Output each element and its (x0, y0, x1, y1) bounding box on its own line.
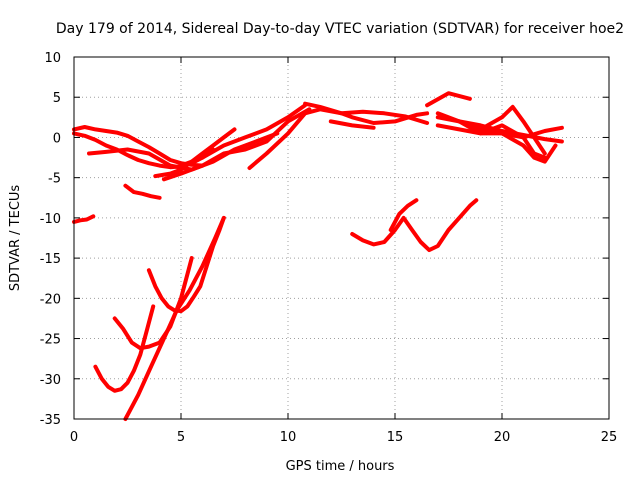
x-tick-label: 15 (387, 430, 404, 445)
y-tick-label: -5 (48, 172, 61, 187)
series-arc-22 (350, 198, 479, 253)
series-arc-10 (303, 101, 430, 125)
series-arc-18 (93, 304, 156, 393)
series-arc-12 (425, 91, 472, 108)
y-tick-label: -30 (40, 373, 61, 388)
x-tick-label: 20 (494, 430, 511, 445)
y-tick-label: -15 (40, 252, 61, 267)
series-arc-11 (328, 119, 376, 130)
series-arc-08 (179, 103, 308, 168)
series-arc-23 (388, 198, 419, 232)
series-group (72, 91, 564, 421)
y-tick-label: 10 (44, 51, 61, 66)
series-arc-07 (161, 107, 312, 182)
x-tick-label: 10 (280, 430, 297, 445)
x-axis-label: GPS time / hours (286, 459, 395, 474)
plot-frame (73, 56, 610, 420)
x-tick-label: 25 (601, 430, 618, 445)
tick-labels: 0 5 10 15 20 25 10 5 0 -5 -10 -15 -20 -25 -30 -35 (40, 51, 618, 445)
y-tick-label: 5 (53, 91, 61, 106)
series-arc-01 (72, 214, 96, 224)
y-tick-label: -35 (40, 413, 61, 428)
y-tick-label: -20 (40, 292, 61, 307)
chart-title: Day 179 of 2014, Sidereal Day-to-day VTE… (56, 21, 624, 37)
series-arc-16 (478, 127, 558, 164)
series-arc-17 (457, 119, 547, 160)
x-tick-label: 0 (70, 430, 78, 445)
series-arc-21 (123, 215, 226, 421)
series-arc-05 (123, 183, 162, 200)
series-arc-02 (72, 125, 205, 168)
y-tick-label: -25 (40, 333, 61, 348)
y-tick-label: 0 (53, 131, 61, 146)
y-tick-label: -10 (40, 212, 61, 227)
y-axis-label: SDTVAR / TECUs (8, 185, 23, 292)
x-tick-label: 5 (177, 430, 185, 445)
